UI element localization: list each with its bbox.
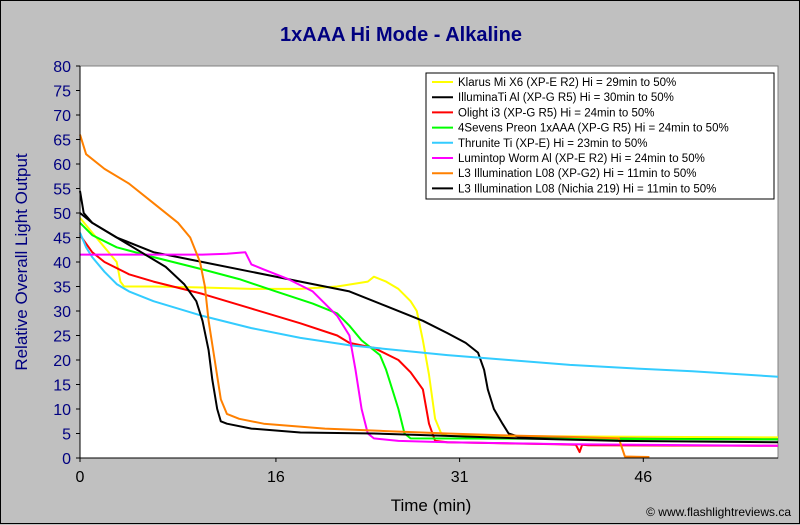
x-tick-label: 16	[267, 469, 285, 486]
legend: Klarus Mi X6 (XP-E R2) Hi = 29min to 50%…	[425, 72, 775, 200]
y-tick-label: 75	[53, 84, 71, 101]
legend-entry-5: Thrunite Ti (XP-E) Hi = 23min to 50%	[458, 138, 648, 150]
y-tick-label: 60	[53, 157, 71, 174]
y-tick-label: 50	[53, 206, 71, 223]
series-line-8	[79, 190, 779, 444]
y-tick-labels: 0 5 10 15 20 25 30 35 40 45 50 55 60 65 70 75 80	[53, 59, 71, 468]
legend-entry-2: IlluminaTi Al (XP-G R5) Hi = 30min to 50…	[458, 92, 674, 104]
y-tick-label: 45	[53, 231, 71, 248]
y-tick-label: 55	[53, 182, 71, 199]
series-line-5	[79, 232, 779, 378]
y-tick-label: 0	[62, 451, 71, 468]
y-tick-label: 15	[53, 378, 71, 395]
x-axis-label: Time (min)	[391, 496, 472, 515]
legend-entry-7: L3 Illumination L08 (XP-G2) Hi = 11min t…	[458, 168, 697, 180]
legend-entry-8: L3 Illumination L08 (Nichia 219) Hi = 11…	[458, 183, 716, 195]
x-tick-label: 31	[451, 469, 469, 486]
x-tick-label: 46	[634, 469, 652, 486]
series-line-4	[79, 222, 779, 441]
y-tick-label: 80	[53, 59, 71, 76]
x-tick-labels: 0 16 31 46	[76, 469, 653, 486]
series-layer	[79, 134, 779, 458]
y-tick-label: 35	[53, 280, 71, 297]
y-tick-label: 5	[62, 427, 71, 444]
series-line-6	[80, 251, 779, 447]
y-tick-label: 65	[53, 133, 71, 150]
x-tick-label: 0	[76, 469, 85, 486]
legend-entry-4: 4Sevens Preon 1xAAA (XP-G R5) Hi = 24min…	[458, 123, 729, 135]
series-line-3	[79, 234, 779, 454]
y-tick-label: 40	[53, 255, 71, 272]
y-tick-label: 10	[53, 402, 71, 419]
y-tick-label: 25	[53, 329, 71, 346]
chart-title: 1xAAA Hi Mode - Alkaline	[280, 24, 522, 46]
y-tick-label: 20	[53, 353, 71, 370]
y-tick-label: 30	[53, 304, 71, 321]
y-axis-label: Relative Overall Light Output	[12, 153, 31, 371]
y-tick-label: 70	[53, 108, 71, 125]
legend-entry-6: Lumintop Worm Al (XP-E R2) Hi = 24min to…	[458, 153, 705, 165]
axes-layer	[76, 65, 778, 462]
credit-text: © www.flashlightreviews.ca	[646, 505, 791, 519]
series-line-7	[79, 134, 650, 458]
legend-entry-1: Klarus Mi X6 (XP-E R2) Hi = 29min to 50%	[458, 77, 676, 89]
legend-box	[425, 72, 775, 200]
series-line-1	[79, 217, 779, 439]
legend-entry-3: Olight i3 (XP-G R5) Hi = 24min to 50%	[458, 107, 655, 119]
